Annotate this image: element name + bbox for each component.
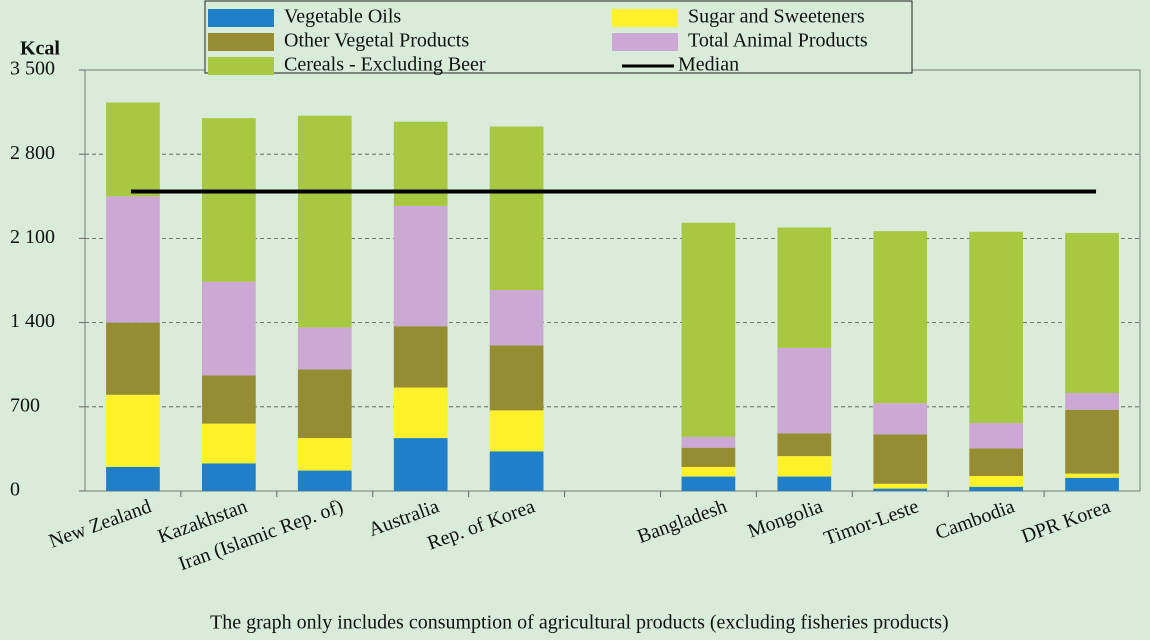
y-tick-label: 2 800 xyxy=(10,142,55,164)
legend-label: Other Vegetal Products xyxy=(284,30,469,52)
bar-segment xyxy=(393,387,448,439)
bar-segment xyxy=(202,375,256,424)
bar-segment xyxy=(489,451,544,491)
legend-box xyxy=(204,0,913,74)
bar-segment xyxy=(1065,409,1119,474)
legend-label: Total Animal Products xyxy=(688,30,868,52)
y-tick-label: 0 xyxy=(10,479,20,501)
bar-segment xyxy=(393,326,448,388)
bar-segment xyxy=(1065,477,1119,491)
bar-segment xyxy=(297,438,352,471)
bar-segment xyxy=(873,231,928,404)
y-axis-label: Kcal xyxy=(20,38,60,60)
bar-segment xyxy=(297,470,352,491)
bar-segment xyxy=(873,488,928,491)
bar-segment xyxy=(969,423,1023,449)
bar-segment xyxy=(969,448,1023,476)
bar-segment xyxy=(106,196,160,323)
bar-segment xyxy=(297,115,352,328)
bar-segment xyxy=(681,466,736,477)
bar-segment xyxy=(202,463,256,491)
legend-swatch xyxy=(208,33,274,51)
bar-segment xyxy=(106,466,160,491)
bar-segment xyxy=(681,447,736,467)
bar-segment xyxy=(106,394,160,467)
bar-segment xyxy=(777,227,832,348)
bar-segment xyxy=(777,476,832,491)
bar-segment xyxy=(1065,473,1119,478)
bar-segment xyxy=(106,102,160,197)
bar-segment xyxy=(393,438,448,491)
bar-segment xyxy=(777,456,832,477)
bar-segment xyxy=(969,486,1023,491)
bar-segment xyxy=(489,345,544,411)
bar-segment xyxy=(873,403,928,435)
bar-segment xyxy=(873,434,928,484)
bar-segment xyxy=(393,205,448,327)
bar-segment xyxy=(1065,392,1119,410)
bar-segment xyxy=(777,347,832,434)
bar-segment xyxy=(969,231,1023,424)
bar-segment xyxy=(489,126,544,291)
legend-swatch xyxy=(612,33,678,51)
bar-segment xyxy=(681,436,736,448)
bar-segment xyxy=(681,476,736,491)
bar-segment xyxy=(681,222,736,437)
footnote: The graph only includes consumption of a… xyxy=(210,612,949,634)
legend-label: Median xyxy=(678,54,739,76)
bar-segment xyxy=(202,281,256,376)
legend-label: Cereals - Excluding Beer xyxy=(284,54,486,76)
legend-swatch xyxy=(208,9,274,27)
bar-segment xyxy=(1065,232,1119,393)
bar-segment xyxy=(297,369,352,439)
y-tick-label: 1 400 xyxy=(10,310,55,332)
bar-segment xyxy=(106,322,160,395)
bar-segment xyxy=(489,410,544,452)
bar-segment xyxy=(969,475,1023,487)
bar-segment xyxy=(489,290,544,346)
bar-segment xyxy=(202,118,256,282)
bar-segment xyxy=(297,327,352,370)
y-tick-label: 700 xyxy=(10,394,40,416)
legend-swatch xyxy=(612,9,678,27)
legend-label: Sugar and Sweeteners xyxy=(688,6,865,28)
y-tick-label: 2 100 xyxy=(10,226,55,248)
y-tick-label: 3 500 xyxy=(10,58,55,80)
legend-swatch xyxy=(208,57,274,75)
bar-segment xyxy=(873,483,928,489)
bar-segment xyxy=(202,423,256,464)
legend-label: Vegetable Oils xyxy=(284,6,401,28)
bar-segment xyxy=(777,433,832,457)
